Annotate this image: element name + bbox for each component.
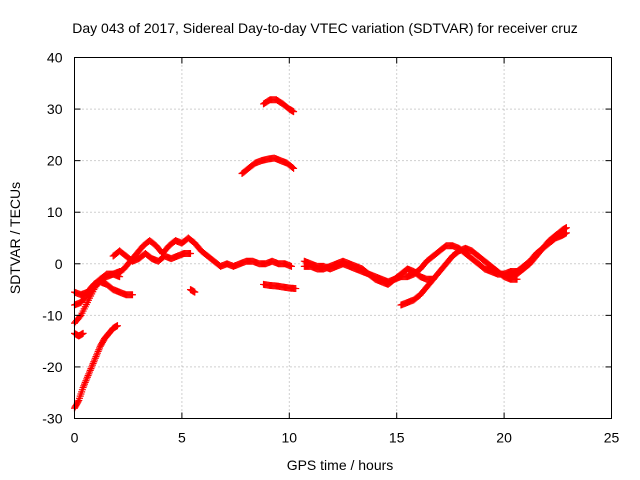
y-tick-label: 20 (47, 153, 63, 169)
data-point (290, 164, 298, 172)
data-point (82, 377, 90, 385)
series-track-m (300, 257, 437, 288)
data-point (93, 351, 101, 359)
data-points (71, 96, 570, 412)
x-tick-label: 25 (604, 430, 620, 446)
series-track-p (507, 229, 570, 278)
series-track-g (109, 247, 194, 265)
data-point (84, 372, 92, 380)
data-point (292, 285, 300, 293)
series-track-h (186, 286, 199, 296)
data-point (85, 370, 93, 378)
data-point (91, 356, 99, 364)
data-point (186, 249, 194, 257)
y-tick-label: -30 (42, 411, 62, 427)
data-point (86, 366, 94, 374)
data-point (289, 164, 297, 172)
x-tick-label: 15 (389, 430, 405, 446)
x-tick-label: 10 (282, 430, 298, 446)
data-point (83, 373, 91, 381)
y-tick-label: 40 (47, 50, 63, 66)
data-point (128, 291, 136, 299)
data-point (88, 361, 96, 369)
x-tick-label: 20 (496, 430, 512, 446)
y-tick-label: 30 (47, 101, 63, 117)
axis-ticks (74, 57, 612, 419)
y-tick-label: -20 (42, 359, 62, 375)
data-point (89, 359, 97, 367)
series-track-k (260, 280, 300, 293)
data-point (113, 322, 121, 330)
data-point (92, 353, 100, 361)
data-point (74, 398, 82, 406)
y-tick-labels: -30 -20 -10 0 10 20 30 40 (42, 50, 62, 427)
plot-frame (74, 57, 612, 419)
data-point (88, 363, 96, 371)
data-point (87, 365, 95, 373)
x-tick-label: 0 (71, 430, 79, 446)
data-point (290, 108, 298, 116)
data-point (191, 288, 199, 296)
y-tick-label: 10 (47, 204, 63, 220)
data-point (81, 378, 89, 386)
data-point (79, 384, 87, 392)
series-track-i (238, 154, 298, 178)
data-point (90, 358, 98, 366)
data-point (287, 262, 295, 270)
series-track-n (397, 244, 521, 309)
data-point (86, 368, 94, 376)
data-point (80, 382, 88, 390)
data-point (95, 346, 103, 354)
data-point (91, 354, 99, 362)
grid-lines (74, 57, 612, 419)
data-point (94, 347, 102, 355)
series-track-e (71, 270, 124, 299)
x-tick-label: 5 (178, 430, 186, 446)
chart-title: Day 043 of 2017, Sidereal Day-to-day VTE… (72, 20, 578, 36)
y-axis-label: SDTVAR / TECUs (7, 182, 23, 294)
series-track-f (113, 234, 295, 278)
y-tick-label: 0 (55, 256, 63, 272)
x-axis-label: GPS time / hours (287, 457, 394, 473)
data-point (96, 344, 104, 352)
y-tick-label: -10 (42, 307, 62, 323)
series-track-j (260, 96, 298, 116)
data-point (83, 375, 91, 383)
series-track-d (71, 329, 87, 340)
series-track-a (71, 322, 121, 412)
x-tick-labels: 0 5 10 15 20 25 (71, 430, 620, 446)
data-point (93, 349, 101, 357)
data-point (562, 229, 570, 237)
data-point (81, 380, 89, 388)
data-point (79, 329, 87, 337)
